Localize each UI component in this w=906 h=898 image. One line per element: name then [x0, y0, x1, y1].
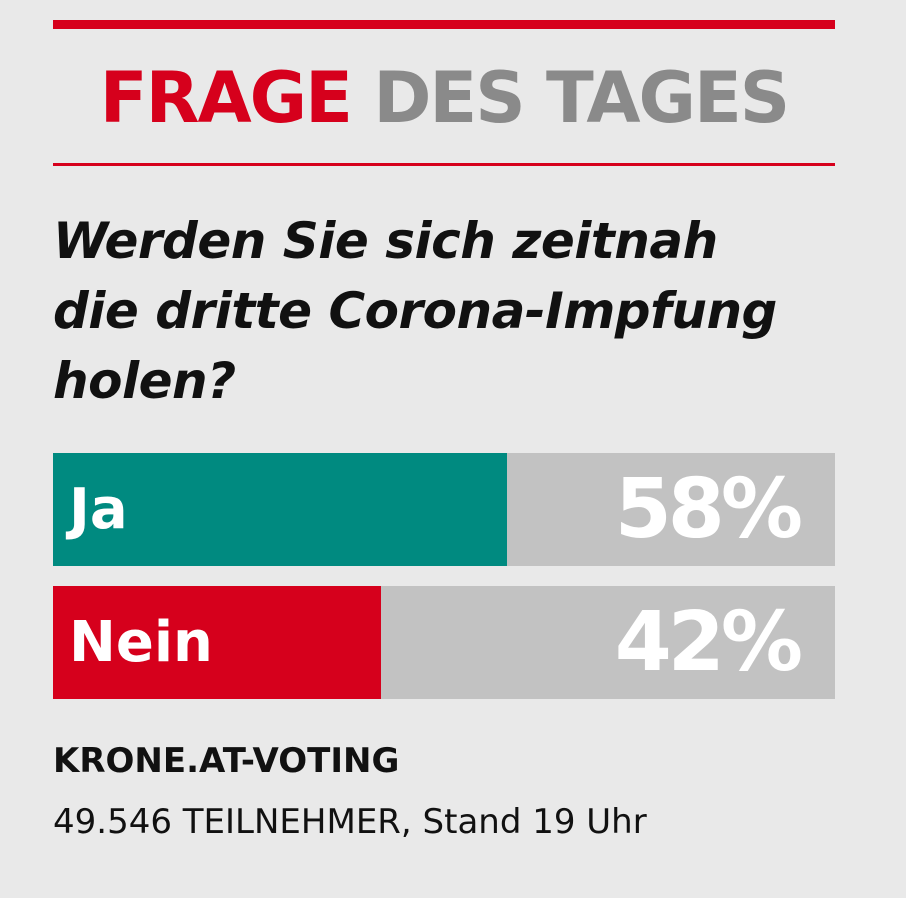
result-label-nein: Nein: [69, 610, 213, 675]
poll-source: KRONE.AT-VOTING: [53, 741, 400, 781]
page-title: FRAGE DES TAGES: [53, 58, 835, 138]
result-bar-fill-ja: [53, 453, 507, 566]
result-percent-ja: 58%: [614, 462, 803, 557]
result-percent-nein: 42%: [614, 595, 803, 690]
question-line-3: holen?: [53, 352, 236, 410]
title-underline: [53, 163, 835, 166]
participant-count: 49.546 TEILNEHMER, Stand 19 Uhr: [53, 802, 647, 842]
title-frage: FRAGE: [99, 57, 353, 139]
top-rule: [53, 20, 835, 29]
poll-question: Werden Sie sich zeitnah die dritte Coron…: [53, 206, 853, 416]
result-bar-fill-nein: [53, 586, 382, 699]
result-bar-ja: Ja 58%: [53, 453, 835, 566]
question-line-1: Werden Sie sich zeitnah: [53, 212, 718, 270]
result-label-ja: Ja: [69, 477, 128, 542]
title-des-tages: DES TAGES: [373, 57, 790, 139]
result-bar-nein: Nein 42%: [53, 586, 835, 699]
question-line-2: die dritte Corona-Impfung: [53, 282, 777, 340]
